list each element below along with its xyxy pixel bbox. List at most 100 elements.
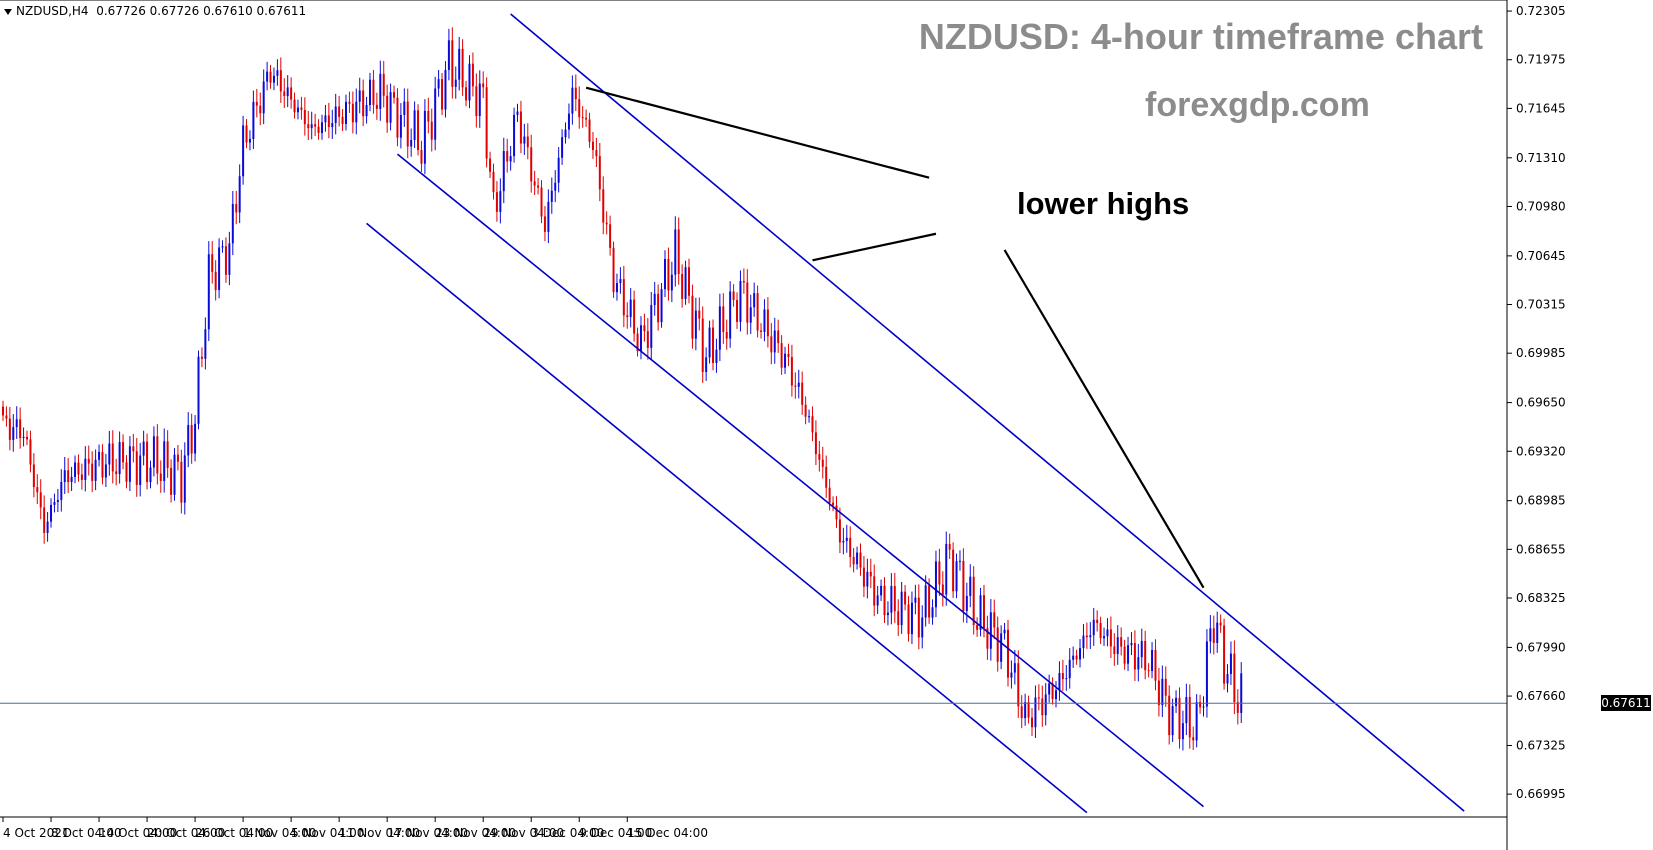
bullish-candle [1229, 653, 1232, 675]
bullish-candle [1216, 622, 1219, 643]
bearish-candle [777, 330, 780, 344]
bullish-candle [513, 114, 516, 157]
bearish-candle [657, 293, 660, 323]
bearish-candle [1223, 625, 1226, 684]
bullish-candle [1185, 696, 1188, 724]
bearish-candle [814, 432, 817, 455]
bearish-candle [725, 331, 728, 339]
bearish-candle [1027, 702, 1030, 718]
channel-line-lower [366, 222, 1088, 814]
bullish-candle [468, 63, 471, 101]
bearish-candle [492, 171, 495, 193]
bullish-candle [12, 427, 15, 440]
bullish-candle [945, 543, 948, 595]
bearish-candle [314, 124, 317, 127]
bullish-candle [1044, 694, 1047, 716]
bearish-candle [1199, 702, 1202, 708]
bullish-candle [1065, 678, 1068, 680]
bearish-candle [996, 627, 999, 662]
bearish-candle [1120, 637, 1123, 647]
bearish-candle [838, 519, 841, 543]
bearish-candle [677, 229, 680, 274]
current-price-tag: 0.67611 [1601, 695, 1651, 712]
bearish-candle [736, 300, 739, 322]
bearish-candle [712, 327, 715, 364]
bullish-candle [502, 151, 505, 192]
bearish-candle [417, 110, 420, 150]
time-tick-label: 26 Oct 04:00 [195, 826, 273, 840]
bearish-candle [1219, 622, 1222, 626]
bullish-candle [104, 464, 107, 478]
bullish-candle [965, 595, 968, 612]
bearish-candle [591, 141, 594, 151]
bullish-candle [729, 291, 732, 339]
bullish-candle [784, 353, 787, 368]
dropdown-triangle-icon[interactable] [4, 8, 12, 15]
bearish-candle [146, 441, 149, 483]
bearish-candle [1144, 640, 1147, 671]
bearish-candle [952, 549, 955, 592]
bullish-candle [272, 75, 275, 83]
price-tick-label: 0.70980 [1516, 199, 1566, 213]
bullish-candle [410, 139, 413, 147]
bearish-candle [598, 156, 601, 190]
website-label: forexgdp.com [1145, 86, 1370, 124]
price-tick-label: 0.69650 [1516, 396, 1566, 410]
bullish-candle [842, 541, 845, 543]
bearish-candle [1006, 629, 1009, 678]
bearish-candle [646, 331, 649, 348]
bearish-candle [465, 87, 468, 101]
bullish-candle [910, 602, 913, 635]
bullish-candle [866, 571, 869, 587]
bullish-candle [856, 552, 859, 565]
bearish-candle [828, 487, 831, 503]
bearish-candle [801, 382, 804, 405]
bearish-candle [794, 385, 797, 387]
bearish-candle [770, 336, 773, 353]
bearish-candle [1192, 737, 1195, 741]
bearish-candle [643, 325, 646, 332]
bearish-candle [595, 150, 598, 157]
price-tick-label: 0.70645 [1516, 249, 1566, 263]
bearish-candle [1041, 698, 1044, 716]
bullish-candle [262, 81, 265, 114]
bearish-candle [451, 40, 454, 87]
bearish-candle [327, 115, 330, 128]
bullish-candle [389, 92, 392, 123]
bullish-candle [358, 90, 361, 102]
bullish-candle [194, 423, 197, 454]
bearish-candle [581, 117, 584, 119]
bearish-candle [526, 136, 529, 148]
bearish-candle [766, 309, 769, 337]
bearish-candle [1020, 706, 1023, 719]
bullish-candle [403, 101, 406, 115]
chart-title: NZDUSD: 4-hour timeframe chart [918, 16, 1483, 57]
bearish-candle [156, 436, 159, 474]
bearish-candle [190, 425, 193, 454]
bearish-candle [166, 441, 169, 468]
bullish-candle [118, 442, 121, 475]
bullish-candle [163, 441, 166, 481]
bullish-candle [434, 88, 437, 140]
bearish-candle [540, 187, 543, 217]
bullish-candle [63, 470, 66, 483]
bullish-candle [670, 274, 673, 291]
bullish-candle [1106, 629, 1109, 637]
bearish-candle [612, 247, 615, 293]
bearish-candle [1017, 663, 1020, 707]
bullish-candle [369, 79, 372, 106]
bullish-candle [674, 229, 677, 275]
bearish-candle [393, 92, 396, 98]
lower-highs-pointer-3 [1003, 249, 1205, 589]
bearish-candle [300, 107, 303, 110]
bullish-candle [890, 586, 893, 613]
bullish-candle [639, 325, 642, 352]
bullish-candle [1181, 723, 1184, 740]
bullish-candle [252, 101, 255, 139]
bearish-candle [135, 451, 138, 485]
bearish-candle [506, 151, 509, 162]
bullish-candle [53, 502, 56, 505]
bullish-candle [238, 176, 241, 213]
bullish-candle [286, 87, 289, 97]
